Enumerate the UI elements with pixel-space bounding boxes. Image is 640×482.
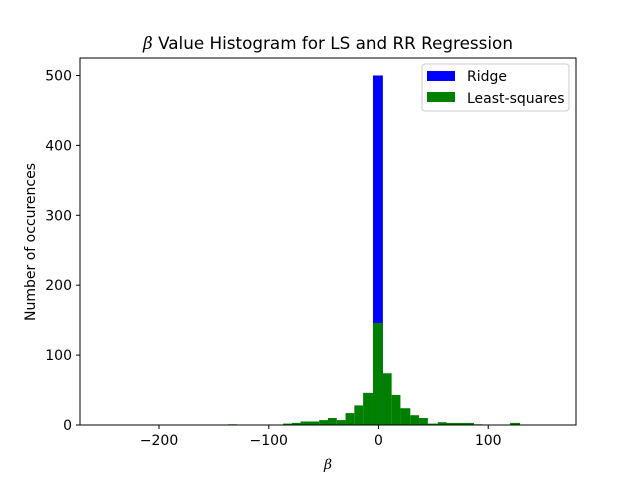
chart-title: β Value Histogram for LS and RR Regressi… <box>142 33 513 53</box>
legend-swatch-ridge <box>427 71 455 81</box>
legend: Ridge Least-squares <box>421 63 570 112</box>
least-squares-bar-10 <box>372 322 383 425</box>
least-squares-bar-6 <box>336 420 346 425</box>
legend-box <box>421 63 570 112</box>
y-tick-label: 0 <box>63 418 72 434</box>
y-tick-label: 100 <box>45 348 72 364</box>
plot-frame <box>79 57 577 426</box>
y-axis-ticks: 0 100 200 300 400 500 <box>45 68 80 434</box>
least-squares-bar-11 <box>382 373 392 425</box>
x-tick-label: −200 <box>140 433 178 449</box>
least-squares-bar-5 <box>328 418 337 425</box>
x-tick-label: 0 <box>374 433 383 449</box>
least-squares-bar-14 <box>410 415 420 425</box>
least-squares-bar-15 <box>419 418 428 425</box>
x-axis-ticks: −200 −100 0 100 <box>140 425 502 449</box>
y-tick-label: 200 <box>45 278 72 294</box>
least-squares-bar-20 <box>510 422 521 425</box>
least-squares-bar-17 <box>437 422 447 425</box>
x-tick-label: 100 <box>475 433 502 449</box>
ridge-bar-0 <box>372 75 383 425</box>
legend-label-ridge: Ridge <box>467 69 507 85</box>
least-squares-bars <box>228 322 521 425</box>
chart-title-symbol: β <box>142 33 153 53</box>
x-axis-label: β <box>323 457 332 473</box>
chart-title-text: Value Histogram for LS and RR Regression <box>153 33 513 53</box>
least-squares-bar-13 <box>400 408 411 425</box>
ridge-bars <box>372 75 383 425</box>
y-tick-label: 300 <box>45 208 72 224</box>
least-squares-bar-12 <box>391 394 401 425</box>
y-tick-label: 500 <box>45 68 72 84</box>
least-squares-bar-3 <box>300 421 320 425</box>
least-squares-bar-9 <box>363 392 373 425</box>
y-tick-label: 400 <box>45 138 72 154</box>
x-tick-label: −100 <box>250 433 288 449</box>
least-squares-bar-7 <box>345 413 355 425</box>
legend-label-least-squares: Least-squares <box>467 91 565 107</box>
least-squares-bar-4 <box>319 420 328 425</box>
least-squares-bar-8 <box>354 405 364 425</box>
least-squares-bar-1 <box>283 423 292 425</box>
least-squares-bar-18 <box>446 422 474 425</box>
legend-swatch-least-squares <box>427 92 455 102</box>
least-squares-bar-16 <box>427 423 438 425</box>
y-axis-label: Number of occurences <box>23 163 39 321</box>
least-squares-bar-2 <box>291 422 301 425</box>
